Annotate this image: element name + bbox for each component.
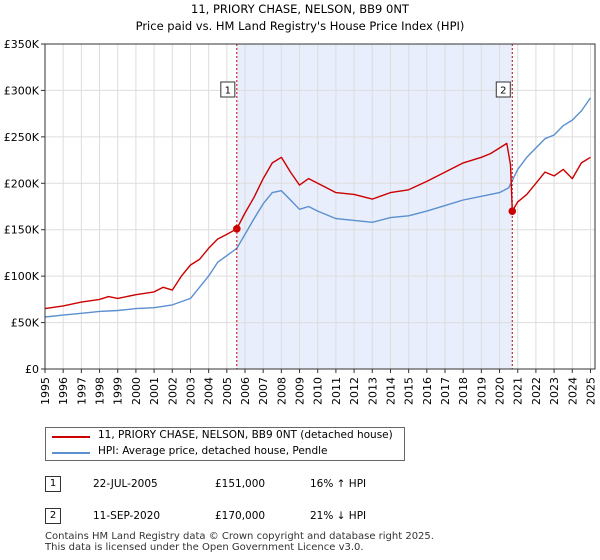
table-row: 1 22-JUL-2005 £151,000 16% ↑ HPI [45, 476, 565, 496]
series-line-property [44, 142, 591, 310]
x-tick-label: 2020 [494, 377, 507, 405]
series-layer [44, 97, 592, 318]
legend-swatch-property [52, 436, 90, 438]
sale-marker-box [220, 81, 236, 98]
footer-line-2: This data is licensed under the Open Gov… [45, 542, 364, 553]
x-tick-label: 2014 [384, 377, 397, 405]
sale-date: 11-SEP-2020 [93, 510, 161, 522]
x-tick-label: 2005 [221, 377, 234, 405]
sale-marker-label: 1 [225, 86, 231, 97]
x-tick-label: 2013 [366, 377, 379, 405]
x-tick-label: 2016 [421, 377, 434, 405]
table-row: 2 11-SEP-2020 £170,000 21% ↓ HPI [45, 508, 565, 528]
y-tick-label: £0 [25, 363, 39, 376]
x-tick-label: 2006 [239, 377, 252, 405]
x-tick-label: 1999 [112, 377, 125, 405]
x-tick-label: 2015 [403, 377, 416, 405]
x-tick-label: 2025 [584, 377, 597, 405]
y-tick-label: £50K [11, 317, 40, 330]
chart-subtitle: Price paid vs. HM Land Registry's House … [136, 19, 465, 33]
x-tick-label: 2009 [294, 377, 307, 405]
sale-hpi-diff: 21% ↓ HPI [310, 510, 367, 522]
x-tick-label: 2017 [439, 377, 452, 405]
x-tick-label: 2001 [148, 377, 161, 405]
x-tick-label: 2002 [166, 377, 179, 405]
footer-line-1: Contains HM Land Registry data © Crown c… [45, 531, 434, 542]
plot-border [44, 43, 596, 370]
series-line-hpi [44, 97, 592, 318]
x-tick-label: 2022 [530, 377, 543, 405]
x-tick-label: 2012 [348, 377, 361, 405]
x-tick-label: 1997 [75, 377, 88, 405]
x-tick-label: 2011 [330, 377, 343, 405]
legend-label-hpi: HPI: Average price, detached house, Pend… [98, 445, 328, 457]
y-tick-label: £300K [4, 84, 40, 97]
x-tick-label: 2008 [275, 377, 288, 405]
y-tick-label: £350K [4, 38, 40, 51]
sale-point [233, 224, 241, 233]
sale-marker-box [495, 81, 511, 98]
x-tick-label: 2024 [566, 377, 579, 405]
y-tick-label: £200K [4, 177, 40, 190]
y-tick-label: £100K [4, 270, 40, 283]
x-tick-label: 2007 [257, 377, 270, 405]
x-tick-label: 1995 [39, 377, 52, 405]
x-axis-ticks: 1995 1996 1997 1998 1999 2000 2001 2002 2003 2004… [39, 369, 597, 405]
x-tick-label: 2019 [475, 377, 488, 405]
x-tick-label: 1998 [94, 377, 107, 405]
legend-swatch-hpi [52, 452, 90, 454]
sale-hpi-diff: 16% ↑ HPI [310, 478, 367, 490]
footer-attribution: Contains HM Land Registry data © Crown c… [45, 531, 434, 553]
sale-number: 1 [45, 476, 61, 492]
x-tick-label: 2021 [512, 377, 525, 405]
x-tick-label: 1996 [57, 377, 70, 405]
chart-title: 11, PRIORY CHASE, NELSON, BB9 0NT [191, 2, 410, 16]
y-tick-label: £250K [4, 131, 40, 144]
sale-price: £170,000 [215, 510, 266, 522]
x-tick-label: 2000 [130, 377, 143, 405]
legend: 11, PRIORY CHASE, NELSON, BB9 0NT (detac… [45, 427, 405, 461]
x-tick-label: 2010 [312, 377, 325, 405]
x-tick-label: 2003 [184, 377, 197, 405]
y-tick-label: £150K [4, 224, 40, 237]
sale-marker-label: 2 [500, 86, 506, 97]
sale-price: £151,000 [215, 478, 266, 490]
x-tick-label: 2004 [203, 377, 216, 405]
x-tick-label: 2018 [457, 377, 470, 405]
sale-point [508, 207, 517, 215]
sale-date: 22-JUL-2005 [93, 478, 158, 490]
legend-label-property: 11, PRIORY CHASE, NELSON, BB9 0NT (detac… [98, 429, 393, 441]
x-tick-label: 2023 [548, 377, 561, 405]
sale-number: 2 [45, 508, 61, 524]
y-axis-ticks: £0 £50K £100K £150K £200K £250K £300K £350K [4, 38, 45, 376]
ownership-period-shade [236, 44, 513, 369]
